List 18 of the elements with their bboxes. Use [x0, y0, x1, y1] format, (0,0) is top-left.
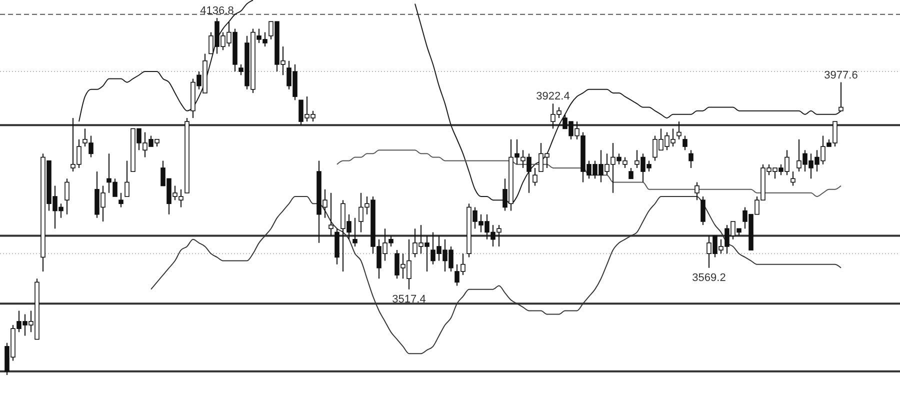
- candlestick: [532, 167, 538, 186]
- candlestick: [628, 167, 634, 180]
- candlestick: [676, 121, 682, 140]
- candlestick: [682, 135, 688, 151]
- candlestick: [688, 150, 694, 168]
- candlestick: [118, 192, 124, 208]
- annotation: 4136.8: [200, 5, 234, 17]
- candlestick: [328, 192, 334, 236]
- annotation: 3517.4: [392, 293, 426, 306]
- annotation: 3977.6: [824, 69, 858, 82]
- candlestick: [64, 178, 70, 215]
- annotation: 3922.4: [536, 90, 570, 103]
- candlestick: [700, 196, 706, 226]
- annotation: 3569.2: [692, 272, 726, 284]
- candlestick: [352, 217, 358, 247]
- candlestick: [694, 182, 700, 201]
- candlestick: [790, 171, 796, 186]
- candlestick: [124, 160, 130, 197]
